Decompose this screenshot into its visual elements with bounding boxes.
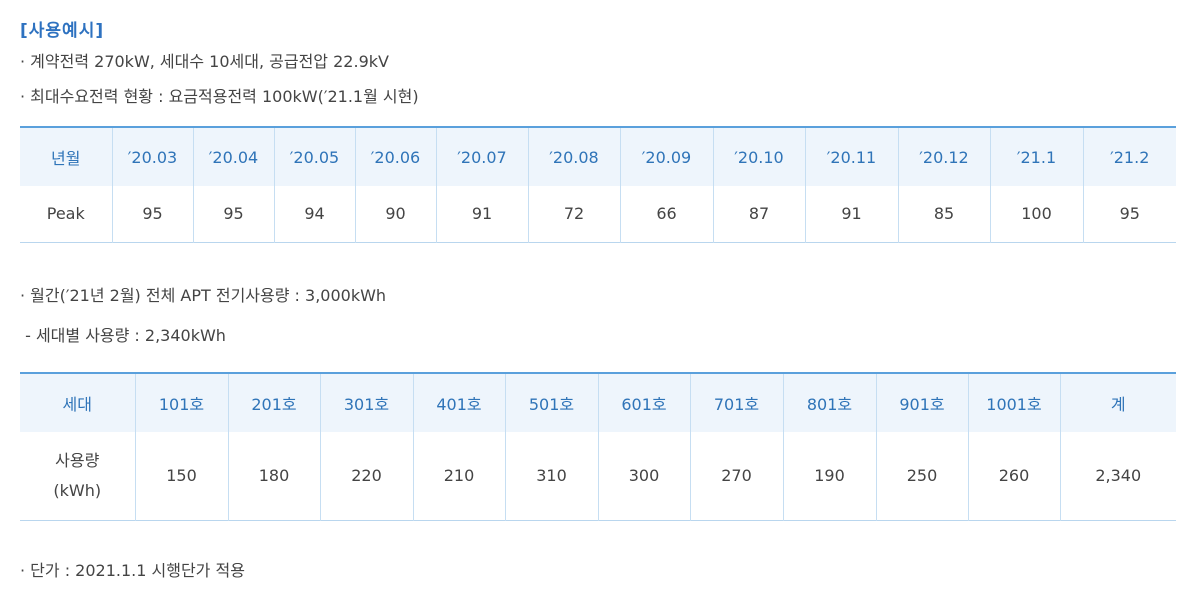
header-cell: 801호 xyxy=(782,373,876,432)
cell: 90 xyxy=(354,186,436,243)
header-cell: ′21.2 xyxy=(1082,127,1176,186)
cell: 260 xyxy=(967,432,1060,521)
header-cell: ′20.05 xyxy=(273,127,355,186)
cell: 310 xyxy=(504,432,598,521)
header-cell: ′20.03 xyxy=(111,127,193,186)
header-cell: ′20.09 xyxy=(619,127,713,186)
cell: 66 xyxy=(619,186,713,243)
header-cell: 101호 xyxy=(134,373,228,432)
header-cell: 401호 xyxy=(412,373,505,432)
cell: Peak xyxy=(46,204,85,223)
data-row: Peak 95 95 94 90 91 72 66 87 91 85 100 95 xyxy=(20,186,1176,243)
cell: 85 xyxy=(897,186,990,243)
cell: 91 xyxy=(804,186,898,243)
cell: 250 xyxy=(875,432,968,521)
cell: 87 xyxy=(712,186,805,243)
cell: 72 xyxy=(527,186,620,243)
header-cell: ′21.1 xyxy=(989,127,1083,186)
header-cell: ′20.10 xyxy=(712,127,805,186)
header-cell: ′20.04 xyxy=(192,127,274,186)
header-cell: ′20.06 xyxy=(354,127,436,186)
bullet: · 계약전력 270kW, 세대수 10세대, 공급전압 22.9kV xyxy=(20,52,389,71)
cell: 180 xyxy=(227,432,320,521)
cell: 91 xyxy=(435,186,528,243)
section-title: [사용예시] xyxy=(20,21,105,41)
header-cell: 601호 xyxy=(597,373,690,432)
header-cell: 1001호 xyxy=(967,373,1060,432)
cell: 95 xyxy=(1082,186,1176,243)
header-cell: 501호 xyxy=(504,373,598,432)
cell: 190 xyxy=(782,432,876,521)
cell: 95 xyxy=(111,186,193,243)
header-cell: 301호 xyxy=(319,373,413,432)
cell: 270 xyxy=(689,432,783,521)
header-cell: ′20.07 xyxy=(435,127,528,186)
cell: 220 xyxy=(319,432,413,521)
sub-bullet: - 세대별 사용량 : 2,340kWh xyxy=(20,326,226,345)
header-cell: 901호 xyxy=(875,373,968,432)
header-cell: 세대 xyxy=(20,373,135,432)
header-row: 세대 101호 201호 301호 401호 501호 601호 701호 801호 901호 10… xyxy=(20,373,1176,432)
bullet: · 최대수요전력 현황 : 요금적용전력 100kW(′21.1월 시현) xyxy=(20,87,419,106)
header-row: 년월 ′20.03 ′20.04 ′20.05 ′20.06 ′20.07 ′20.08 ′2… xyxy=(20,127,1176,186)
cell: 94 xyxy=(273,186,355,243)
bullet: · 월간(′21년 2월) 전체 APT 전기사용량 : 3,000kWh xyxy=(20,286,387,305)
cell: 100 xyxy=(989,186,1083,243)
header-cell: ′20.11 xyxy=(804,127,898,186)
header-cell: 년월 xyxy=(20,127,112,186)
header-cell: 201호 xyxy=(227,373,320,432)
usage-table: 세대 101호 201호 301호 401호 501호 601호 701호 801호 901호 10… xyxy=(20,372,1176,521)
cell: 300 xyxy=(597,432,690,521)
header-cell: 701호 xyxy=(689,373,783,432)
header-cell: ′20.12 xyxy=(897,127,990,186)
cell: 95 xyxy=(192,186,274,243)
bullet: · 단가 : 2021.1.1 시행단가 적용 xyxy=(20,561,245,580)
cell: 210 xyxy=(412,432,505,521)
header-cell: ′20.08 xyxy=(527,127,620,186)
cell: 150 xyxy=(134,432,228,521)
cell: 사용량 (kWh) xyxy=(53,451,102,500)
data-row: 사용량 (kWh) 150 180 220 210 310 300 270 190 250 260 2… xyxy=(20,432,1176,521)
header-cell: 계 xyxy=(1059,373,1176,432)
cell: 2,340 xyxy=(1059,432,1176,521)
peak-table: 년월 ′20.03 ′20.04 ′20.05 ′20.06 ′20.07 ′20.08 ′2… xyxy=(20,126,1176,243)
